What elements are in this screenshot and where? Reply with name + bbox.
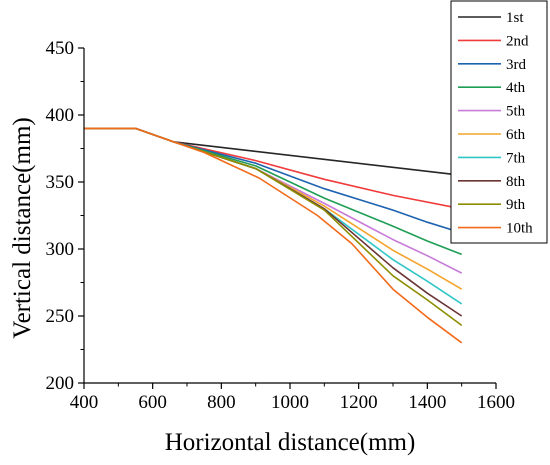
series-line-8 bbox=[84, 127, 463, 317]
series-line-9 bbox=[84, 127, 463, 327]
legend-label: 4th bbox=[506, 80, 526, 96]
y-axis-title: Vertical distance(mm) bbox=[9, 117, 36, 338]
axes-layer: 400 600 800 1000 1200 1400 1600 200 250 300 350 400… bbox=[46, 38, 516, 413]
y-tick-label: 350 bbox=[46, 172, 75, 193]
y-tick-label: 200 bbox=[46, 373, 75, 394]
x-tick-label: 1000 bbox=[271, 392, 309, 413]
series-line-4 bbox=[84, 127, 462, 256]
x-tick-label: 1200 bbox=[340, 392, 378, 413]
y-tick-label: 250 bbox=[46, 306, 75, 327]
y-tick-label: 450 bbox=[46, 38, 75, 59]
x-tick-label: 800 bbox=[207, 392, 236, 413]
x-tick-label: 1600 bbox=[477, 392, 515, 413]
x-tick-label: 600 bbox=[138, 392, 167, 413]
legend-label: 7th bbox=[506, 150, 526, 166]
legend-label: 6th bbox=[506, 127, 526, 143]
legend-label: 9th bbox=[506, 197, 526, 213]
legend-label: 5th bbox=[506, 104, 526, 120]
legend-label: 1st bbox=[506, 10, 524, 26]
legend: 1st 2nd 3rd 4th 5th 6th 7th 8th 9th 10th bbox=[450, 0, 548, 244]
series-line-5 bbox=[84, 127, 463, 274]
x-tick-label: 1400 bbox=[408, 392, 446, 413]
series-line-3 bbox=[84, 127, 462, 234]
legend-box bbox=[450, 0, 548, 244]
series-line-1 bbox=[84, 127, 462, 177]
legend-label: 10th bbox=[506, 221, 533, 237]
series-line-10 bbox=[84, 127, 463, 344]
legend-label: 3rd bbox=[506, 57, 526, 73]
x-axis-title: Horizontal distance(mm) bbox=[165, 429, 416, 456]
x-tick-label: 400 bbox=[70, 392, 99, 413]
y-tick-label: 400 bbox=[46, 105, 75, 126]
series-layer bbox=[84, 127, 463, 344]
legend-label: 2nd bbox=[506, 33, 529, 49]
y-tick-label: 300 bbox=[46, 239, 75, 260]
series-line-6 bbox=[84, 127, 463, 290]
legend-label: 8th bbox=[506, 174, 526, 190]
